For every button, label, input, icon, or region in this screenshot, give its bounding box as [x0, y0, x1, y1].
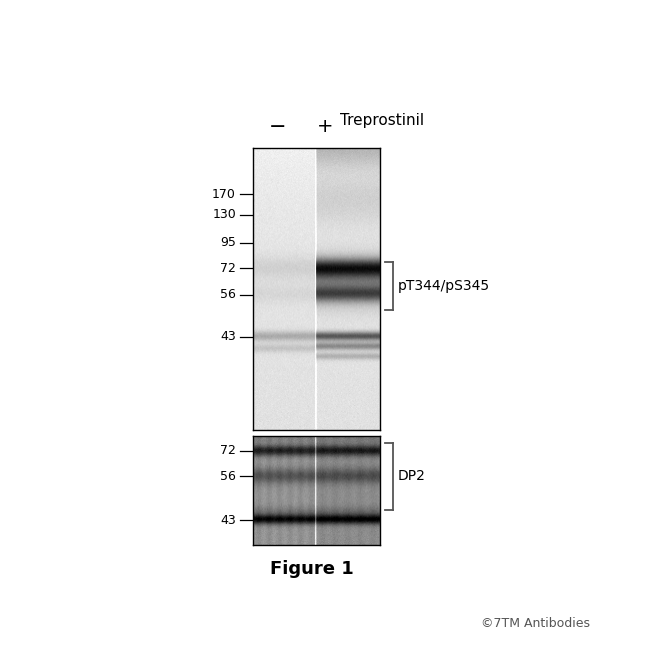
- Text: 72: 72: [220, 445, 236, 458]
- Text: 170: 170: [212, 187, 236, 200]
- Text: 130: 130: [213, 209, 236, 222]
- Text: 56: 56: [220, 289, 236, 302]
- Text: ©7TM Antibodies: ©7TM Antibodies: [481, 617, 590, 630]
- Text: −: −: [269, 117, 287, 137]
- Text: Treprostinil: Treprostinil: [340, 112, 424, 127]
- Text: Figure 1: Figure 1: [270, 560, 354, 578]
- Text: 43: 43: [220, 514, 236, 526]
- Text: 43: 43: [220, 330, 236, 343]
- Text: 56: 56: [220, 469, 236, 482]
- Text: +: +: [317, 118, 333, 136]
- Text: 95: 95: [220, 237, 236, 250]
- Text: DP2: DP2: [398, 469, 426, 484]
- Text: pT344/pS345: pT344/pS345: [398, 279, 490, 293]
- Text: 72: 72: [220, 261, 236, 274]
